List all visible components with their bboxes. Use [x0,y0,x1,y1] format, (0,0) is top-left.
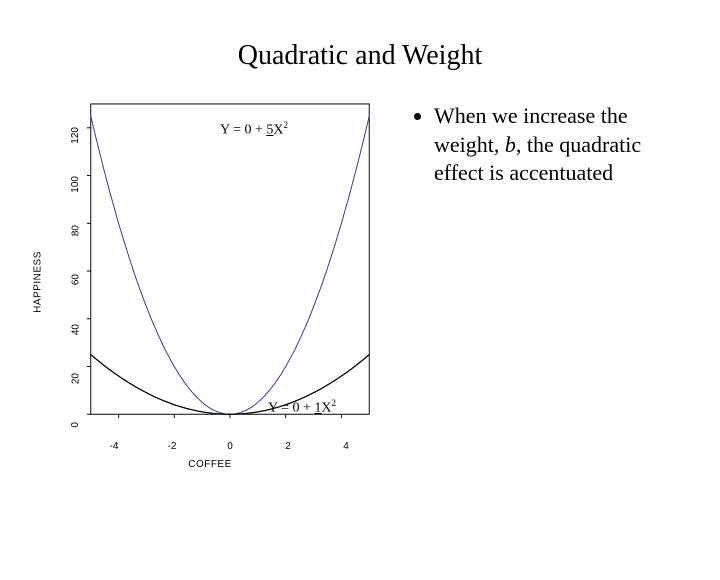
equation-label-1x2: Y = 0 + 1X2 [268,398,336,417]
x-axis-label: COFFEE [188,459,232,470]
curve-5x2 [91,116,369,414]
tick-group [87,128,341,418]
plot-svg [85,102,375,422]
y-axis-label: HAPPINESS [33,251,44,313]
chart-area: HAPPINESS COFFEE -4-2024020406080100120 … [30,92,390,472]
x-tick-label: 2 [285,441,291,452]
y-tick-label: 0 [71,422,82,428]
bullet-text: When we increase the weight, b, the quad… [390,92,690,188]
plot-frame [91,104,369,414]
x-tick-label: -4 [110,441,119,452]
y-tick-label: 40 [71,324,82,335]
bullet-item: When we increase the weight, b, the quad… [434,102,690,188]
y-tick-label: 100 [71,176,82,193]
curves-group [91,116,369,414]
y-tick-label: 120 [71,127,82,144]
y-tick-label: 20 [71,373,82,384]
page-title: Quadratic and Weight [0,40,720,72]
y-tick-label: 60 [71,274,82,285]
equation-label-5x2: Y = 0 + 5X2 [220,120,288,139]
x-tick-label: 0 [227,441,233,452]
bullet-var: b [505,132,516,157]
content-row: HAPPINESS COFFEE -4-2024020406080100120 … [0,92,720,472]
x-tick-label: 4 [343,441,349,452]
y-tick-label: 80 [71,225,82,236]
x-tick-label: -2 [168,441,177,452]
